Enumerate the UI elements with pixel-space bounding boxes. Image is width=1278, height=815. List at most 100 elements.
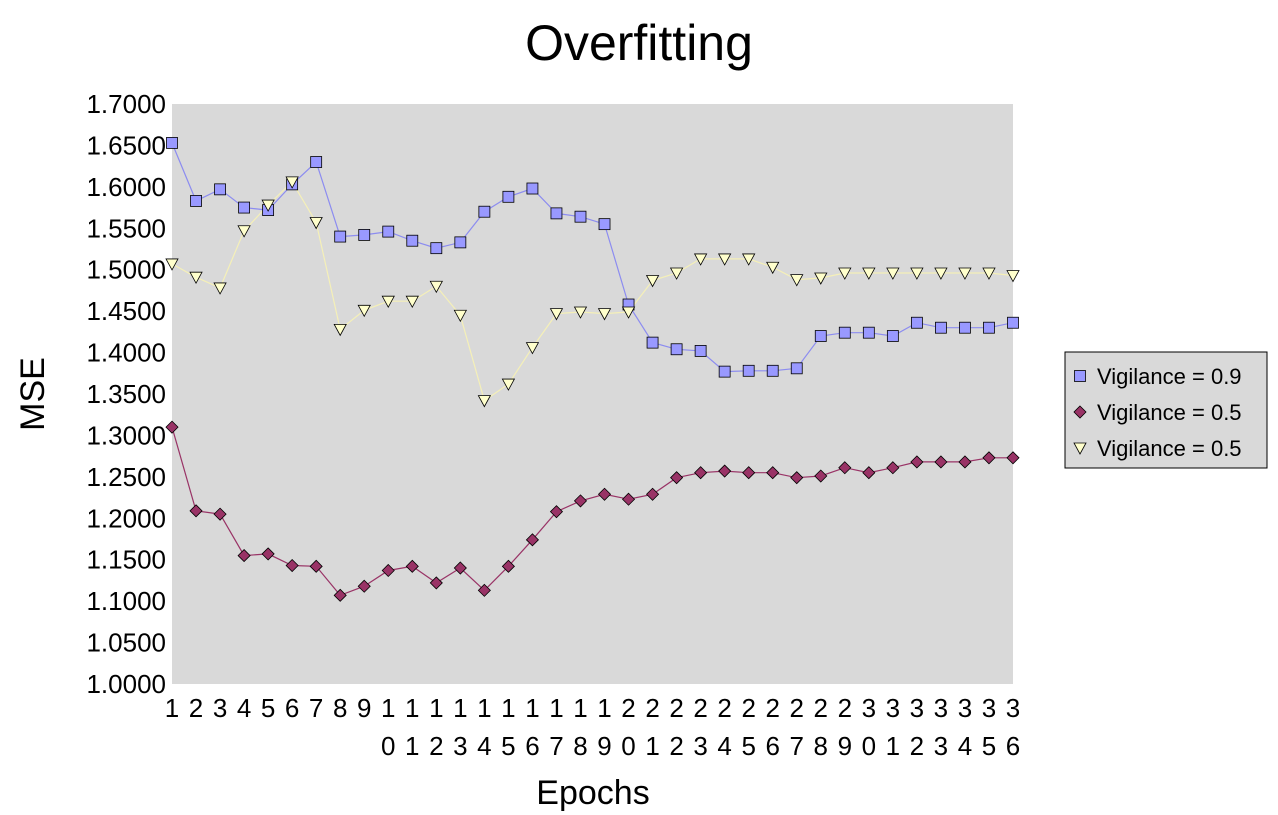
series-1-point bbox=[959, 321, 971, 334]
series-2-point bbox=[453, 561, 467, 575]
x-tick-label: 8 bbox=[333, 693, 347, 723]
series-3-point bbox=[621, 306, 636, 319]
series-2-point bbox=[958, 455, 972, 469]
series-1-point bbox=[814, 330, 827, 342]
series-2-point bbox=[429, 576, 443, 590]
series-3-point bbox=[717, 253, 732, 266]
series-3-point bbox=[597, 308, 612, 321]
series-3-point bbox=[862, 267, 876, 280]
series-1-point bbox=[502, 190, 515, 203]
legend-label-3: Vigilance = 0.5 bbox=[1097, 436, 1242, 461]
y-tick-label: 1.1500 bbox=[86, 545, 166, 575]
series-1-point bbox=[382, 225, 395, 238]
series-2-point bbox=[501, 559, 515, 573]
series-2-point bbox=[333, 588, 347, 602]
series-2-point bbox=[982, 451, 996, 465]
series-3-point bbox=[838, 267, 852, 280]
series-3-point bbox=[573, 306, 588, 319]
series-2-point bbox=[910, 455, 924, 469]
series-1-point bbox=[598, 218, 611, 231]
series-1-point bbox=[310, 156, 323, 168]
y-tick-label: 1.3000 bbox=[86, 420, 166, 450]
series-2-point bbox=[814, 469, 828, 483]
series-3-point bbox=[429, 280, 443, 294]
series-1-point bbox=[478, 205, 491, 218]
series-1-point bbox=[983, 321, 995, 334]
series-3-point bbox=[669, 267, 684, 280]
series-3-point bbox=[742, 253, 756, 266]
series-3-point bbox=[237, 225, 251, 238]
plot-area bbox=[172, 104, 1013, 684]
y-tick-label: 1.4500 bbox=[86, 296, 166, 326]
series-3-point bbox=[790, 274, 804, 287]
series-2-point bbox=[189, 504, 203, 518]
series-1-point bbox=[190, 195, 202, 207]
series-1-point bbox=[742, 364, 755, 377]
y-axis-ticks: 1.0000 1.0500 1.1000 1.1500 1.2000 1.2500 1.30… bbox=[86, 89, 166, 699]
series-1-point bbox=[910, 316, 923, 329]
y-tick-label: 1.0500 bbox=[86, 628, 166, 658]
x-tick-label: 3 bbox=[213, 693, 227, 723]
series-3-point bbox=[958, 267, 972, 280]
series-1-point bbox=[526, 182, 539, 195]
series-2-point bbox=[405, 559, 419, 573]
series-1-point bbox=[766, 364, 779, 377]
series-2-point bbox=[549, 505, 564, 519]
series-2-point bbox=[718, 464, 732, 478]
series-2-point bbox=[766, 466, 780, 480]
series-2-point bbox=[285, 558, 299, 573]
series-2-point bbox=[670, 471, 684, 485]
series-3-point bbox=[1006, 270, 1020, 283]
series-2-point bbox=[790, 471, 804, 485]
series-3-point bbox=[213, 282, 227, 295]
x-tick-label: 6 bbox=[285, 693, 299, 723]
series-3-point bbox=[261, 199, 275, 212]
series-1-point bbox=[406, 234, 419, 247]
series-2-point bbox=[886, 461, 900, 475]
series-1-point bbox=[790, 362, 803, 375]
y-tick-label: 1.0000 bbox=[86, 669, 166, 699]
series-1-point bbox=[1007, 316, 1019, 329]
series-3-point bbox=[285, 176, 299, 189]
chart-title: Overfitting bbox=[525, 15, 753, 71]
series-1-point bbox=[886, 330, 899, 342]
series-2-point bbox=[477, 583, 491, 597]
series-2-point bbox=[934, 455, 948, 469]
x-tick-label: 1 bbox=[165, 693, 179, 723]
series-3-point bbox=[189, 271, 203, 285]
series-1-point bbox=[358, 229, 371, 241]
y-tick-label: 1.2000 bbox=[86, 503, 166, 533]
x-tick-label: 9 bbox=[357, 693, 371, 723]
legend-marker-3 bbox=[1073, 442, 1087, 455]
legend-marker-2 bbox=[1073, 405, 1087, 419]
series-3-point bbox=[645, 275, 660, 288]
y-axis-title: MSE bbox=[14, 357, 52, 431]
series-2-point bbox=[838, 461, 852, 475]
series-markers bbox=[165, 137, 1020, 602]
x-axis-title: Epochs bbox=[536, 774, 649, 812]
legend-marker-1 bbox=[1074, 370, 1086, 382]
series-2-point bbox=[1006, 451, 1020, 465]
series-1-point bbox=[214, 183, 226, 196]
y-tick-label: 1.5500 bbox=[86, 213, 166, 243]
series-2-point bbox=[237, 549, 251, 563]
series-1-point bbox=[574, 210, 587, 223]
series-3-point bbox=[309, 217, 323, 230]
y-tick-label: 1.2500 bbox=[86, 462, 166, 492]
series-2-point bbox=[573, 494, 588, 508]
series-2-point bbox=[597, 487, 612, 501]
series-1-point bbox=[334, 230, 347, 243]
y-tick-label: 1.6500 bbox=[86, 130, 166, 160]
